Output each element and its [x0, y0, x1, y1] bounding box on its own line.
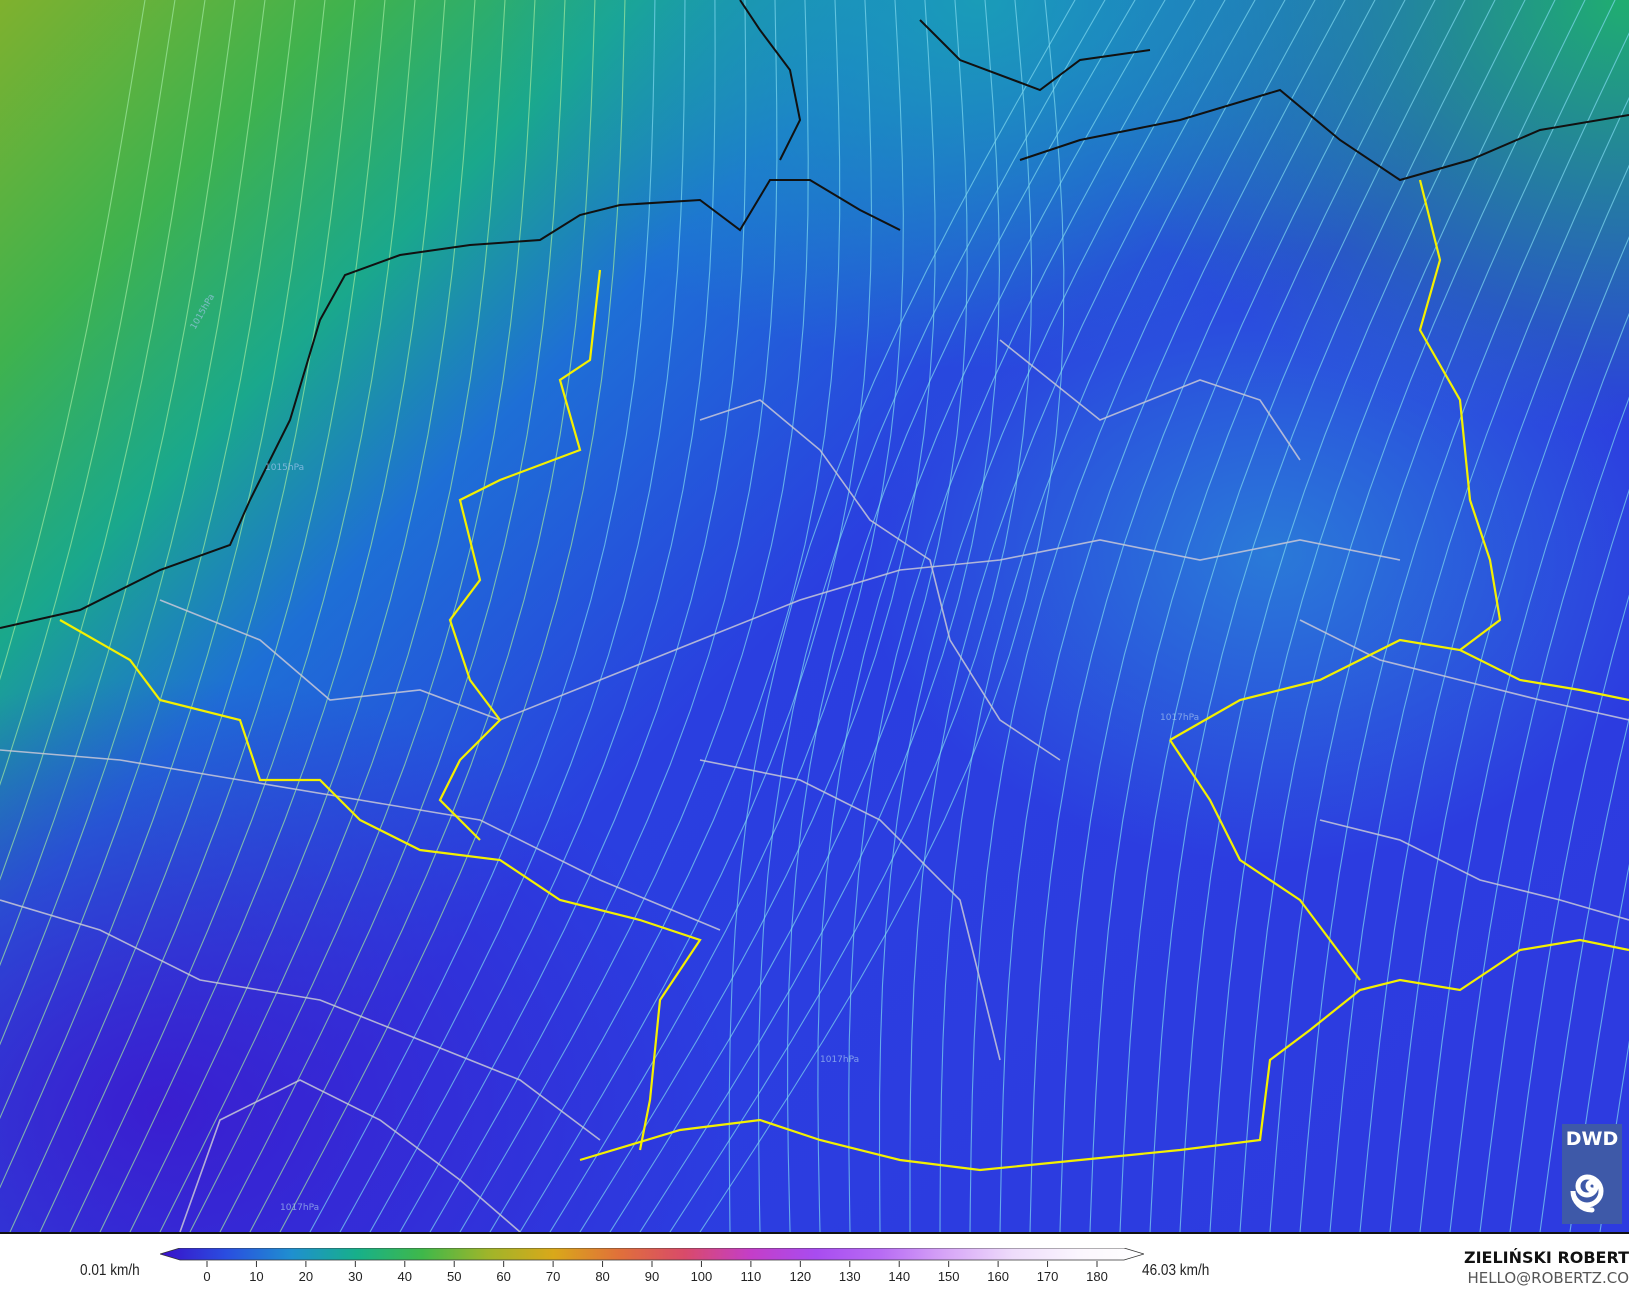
legend-max-label: 46.03 km/h [1142, 1262, 1209, 1280]
colorbar-tick-label: 90 [645, 1269, 659, 1284]
colorbar-tick-label: 130 [839, 1269, 861, 1284]
colorbar-tick-label: 70 [546, 1269, 560, 1284]
colorbar-tick-label: 150 [938, 1269, 960, 1284]
colorbar: 0 10 20 30 40 50 60 70 80 90 100 110 120 130 140 150 160… [160, 1248, 1144, 1288]
dwd-logo-text: DWD [1562, 1128, 1622, 1150]
colorbar-tick-label: 0 [203, 1269, 210, 1284]
pressure-label: 1017hPa [1160, 713, 1199, 723]
colorbar-tick-label: 110 [741, 1269, 762, 1284]
colorbar-tick-label: 120 [789, 1269, 811, 1284]
colorbar-tick-label: 50 [447, 1269, 461, 1284]
colorbar-tick-label: 100 [691, 1269, 713, 1284]
pressure-label: 1017hPa [820, 1055, 859, 1065]
pressure-label: 1017hPa [280, 1203, 319, 1213]
colorbar-tick-label: 80 [595, 1269, 609, 1284]
author-email: HELLO@ROBERTZ.CO [1467, 1269, 1629, 1287]
dwd-logo: DWD [1562, 1124, 1622, 1224]
color-legend: 0.01 km/h 0 10 20 30 40 50 60 70 80 90 100 110 120 13… [0, 1232, 1629, 1289]
wind-map: 1015hPa 1017hPa 1015hPa 1017hPa 1017hPa [0, 0, 1629, 1232]
colorbar-tick-label: 40 [398, 1269, 412, 1284]
pressure-label: 1015hPa [265, 463, 304, 473]
colorbar-tick-label: 140 [888, 1269, 910, 1284]
spiral-icon [1562, 1152, 1622, 1222]
author-name: ZIELIŃSKI ROBERT [1464, 1248, 1629, 1267]
legend-min-label: 0.01 km/h [80, 1262, 140, 1280]
colorbar-tick-label: 160 [987, 1269, 1009, 1284]
colorbar-tick-label: 60 [496, 1269, 510, 1284]
colorbar-tick-label: 20 [299, 1269, 313, 1284]
colorbar-tick-label: 170 [1037, 1269, 1059, 1284]
colorbar-tick-label: 180 [1086, 1269, 1108, 1284]
colorbar-tick-label: 10 [249, 1269, 263, 1284]
colorbar-tick-label: 30 [348, 1269, 362, 1284]
